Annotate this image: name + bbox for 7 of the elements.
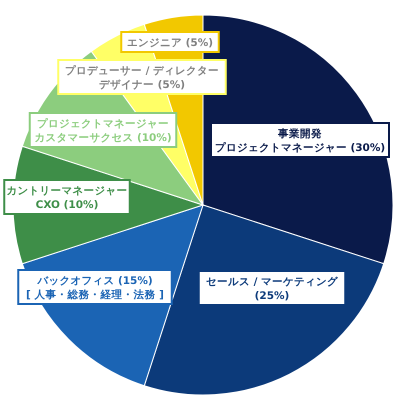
slice-label: セールス / マーケティング (25%) <box>206 276 340 302</box>
slice-label: バックオフィス (15%) [ 人事・総務・経理・法務 ] <box>26 275 164 301</box>
slice-label: エンジニア (5%) <box>126 37 214 49</box>
slice-label: 事業開発プロジェクトマネージャー (30%) <box>214 127 386 154</box>
slice-label: プロデューサー / ディレクターデザイナー (5%) <box>64 64 220 91</box>
slice-label: プロジェクトマネージャーカスタマーサクセス (10%) <box>34 117 172 144</box>
slice-label: カントリーマネージャーCXO (10%) <box>6 185 128 211</box>
